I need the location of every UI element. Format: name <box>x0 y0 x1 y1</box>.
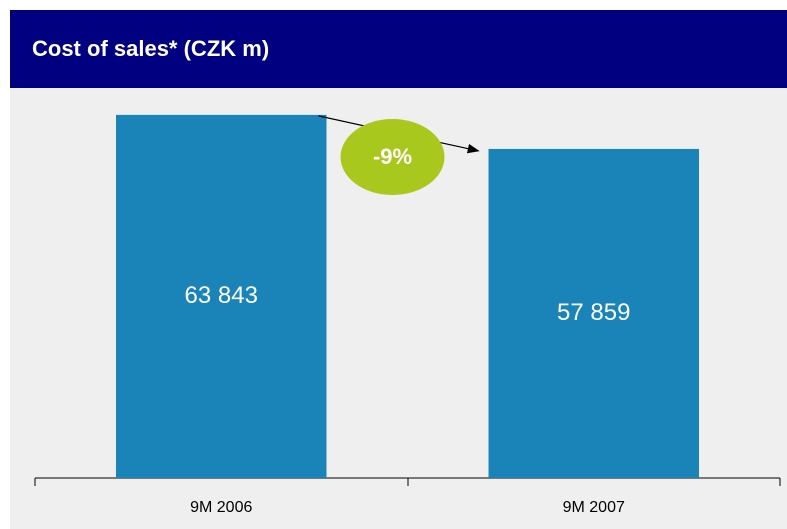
header <box>10 10 787 88</box>
value-label: 57 859 <box>557 299 630 326</box>
x-tick-label: 9M 2007 <box>563 499 625 516</box>
change-badge <box>340 119 445 195</box>
x-tick-label: 9M 2006 <box>190 499 252 516</box>
bar <box>488 148 699 478</box>
chart-title: Cost of sales* (CZK m) <box>32 36 269 61</box>
value-label: 63 843 <box>185 282 258 309</box>
change-label: -9% <box>373 144 412 169</box>
bar <box>116 114 327 478</box>
